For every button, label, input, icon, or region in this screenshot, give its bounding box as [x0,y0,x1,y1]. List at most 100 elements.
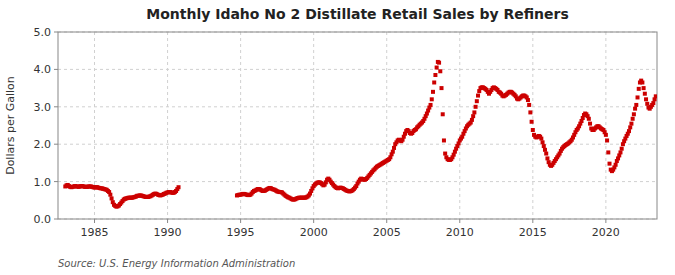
x-tick [386,219,387,223]
y-tick [54,32,58,33]
point [642,86,646,90]
x-tick-label: 2010 [446,226,474,239]
point [541,140,545,144]
point [587,117,591,121]
y-tick-label: 4.0 [34,63,52,76]
point [645,102,649,106]
point [528,110,532,114]
point [588,122,592,126]
chart-container: Monthly Idaho No 2 Distillate Retail Sal… [0,0,675,275]
point [471,114,475,118]
point [392,146,396,150]
point [526,98,530,102]
point [637,87,641,91]
point [438,69,442,73]
annotation: Source: U.S. Energy Information Administ… [58,258,295,269]
point [543,148,547,152]
point [632,112,636,116]
x-tick-label: 1995 [227,226,255,239]
point [474,105,478,109]
grid-line-x [313,32,314,219]
point [531,128,535,132]
grid-line-x [386,32,387,219]
point [628,125,632,129]
y-tick-label: 0.0 [34,213,52,226]
title: Monthly Idaho No 2 Distillate Retail Sal… [146,6,569,22]
point [604,133,608,137]
point [110,196,114,200]
x-tick [240,219,241,223]
point [472,110,476,114]
x-tick [167,219,168,223]
point [432,80,436,84]
y-tick [54,69,58,70]
y-tick [54,181,58,182]
point [614,163,618,167]
x-tick-label: 1990 [154,226,182,239]
x-tick-label: 2000 [300,226,328,239]
y-tick-label: 3.0 [34,101,52,114]
point [437,61,441,65]
y-tick-label: 5.0 [34,26,52,39]
x-tick [94,219,95,223]
point [634,103,638,107]
grid-line-x [240,32,241,219]
grid-line-x [532,32,533,219]
grid-line-x [459,32,460,219]
x-tick [313,219,314,223]
x-tick [459,219,460,223]
point [440,86,444,90]
y-tick [54,219,58,220]
point [542,144,546,148]
point [644,97,648,101]
x-tick [605,219,606,223]
point [108,193,112,197]
y-tick-label: 1.0 [34,176,52,189]
point [391,150,395,154]
axes: 198519901995200020052010201520200.01.02.… [34,26,620,239]
point [643,92,647,96]
point [442,138,446,142]
grid [58,32,657,219]
point [430,97,434,101]
point [605,138,609,142]
point [433,73,437,77]
point [606,150,610,154]
y-tick [54,106,58,107]
point [476,94,480,98]
plot-frame [58,32,657,219]
point [629,122,633,126]
point [470,118,474,122]
point [475,99,479,103]
grid-line-x [94,32,95,219]
x-tick-label: 2005 [373,226,401,239]
y-tick-label: 2.0 [34,138,52,151]
x-tick [532,219,533,223]
point [443,152,447,156]
point [429,103,433,107]
y-axis-label: Dollars per Gallon [4,76,17,175]
point [636,95,640,99]
point [627,129,631,133]
point [631,117,635,121]
point [608,162,612,166]
point [441,112,445,116]
point [618,150,622,154]
point [539,137,543,141]
point [530,120,534,124]
grid-line-y [58,69,657,70]
y-tick [54,144,58,145]
x-tick-label: 1985 [81,226,109,239]
x-tick-label: 2020 [592,226,620,239]
point [545,156,549,160]
point [431,90,435,94]
point [435,66,439,70]
point [640,80,644,84]
point [633,107,637,111]
point [527,103,531,107]
point [544,152,548,156]
point [654,94,657,98]
point [651,101,655,105]
grid-line-y [58,106,657,107]
points [63,60,657,209]
